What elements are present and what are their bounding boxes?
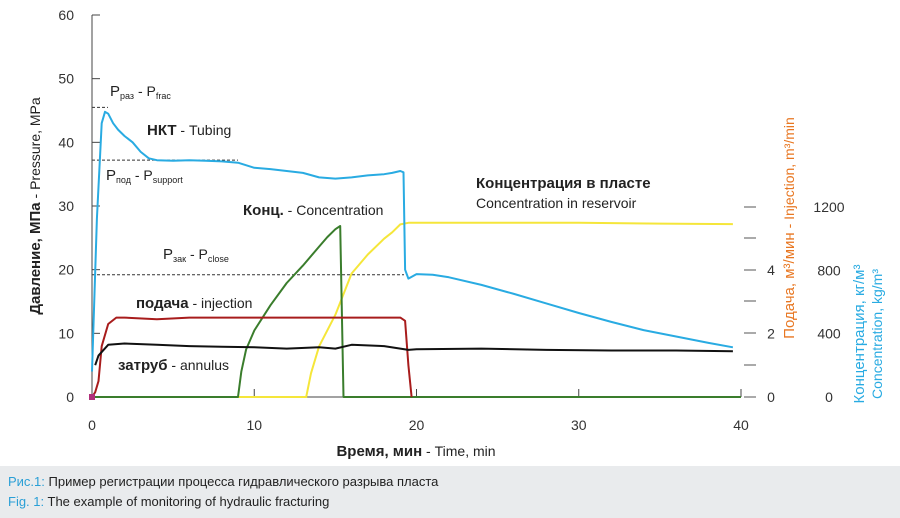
caption-ru-key: Рис.1:: [8, 474, 45, 489]
y2-axis-title: Подача, м³/мин - Injection, m³/min: [781, 117, 798, 339]
injection-label: подача - injection: [136, 295, 252, 312]
caption-en-key: Fig. 1:: [8, 494, 45, 509]
y3-axis-title-1: Концентрация, кг/м³: [851, 265, 868, 404]
x-tick-label-40: 40: [733, 417, 749, 433]
reservoir-label-2: Concentration in reservoir: [476, 195, 637, 211]
y-tick-label-50: 50: [58, 71, 74, 87]
y-tick-label-10: 10: [58, 325, 74, 341]
y3-tick-label-1200: 1200: [813, 199, 844, 215]
series-0-line: [91, 110, 734, 372]
series-3-line: [92, 225, 741, 398]
threshold-label-0: Рраз - Pfrac: [110, 83, 171, 101]
y2-tick-label-4: 4: [767, 262, 775, 278]
figure-caption: Рис.1: Пример регистрации процесса гидра…: [0, 466, 900, 518]
y-tick-label-20: 20: [58, 262, 74, 278]
reservoir-label-1: Концентрация в пласте: [476, 175, 651, 192]
x-tick-label-20: 20: [409, 417, 425, 433]
threshold-label-1: Рпод - Psupport: [106, 167, 183, 185]
series-4-line: [92, 221, 733, 398]
threshold-label-2: Рзак - Pclose: [163, 246, 229, 264]
tubing-label: НКТ - Tubing: [147, 122, 231, 139]
y3-axis-title-2: Concentration, kg/m³: [869, 269, 885, 399]
y-tick-label-40: 40: [58, 134, 74, 150]
threshold-lines: [92, 106, 404, 276]
caption-en-text: The example of monitoring of hydraulic f…: [44, 494, 330, 509]
series-1-line: [94, 342, 733, 366]
y-tick-label-60: 60: [58, 7, 74, 23]
y-tick-label-0: 0: [66, 389, 74, 405]
annotations: Рраз - Pfrac Рпод - Psupport Рзак - Pclose…: [27, 83, 885, 460]
y2-tick-label-0: 0: [767, 389, 775, 405]
y-tick-label-30: 30: [58, 198, 74, 214]
x-tick-label-30: 30: [571, 417, 587, 433]
y2-tick-label-2: 2: [767, 326, 775, 342]
origin-marker: [89, 394, 95, 400]
series-lines: [89, 110, 741, 400]
y3-tick-label-400: 400: [817, 326, 841, 342]
y-axis-title: Давление, МПа - Pressure, MPa: [27, 97, 44, 315]
caption-ru-text: Пример регистрации процесса гидравлическ…: [44, 474, 439, 489]
x-tick-label-10: 10: [246, 417, 262, 433]
caption-en: Fig. 1: The example of monitoring of hyd…: [8, 494, 329, 509]
series-2-line: [91, 316, 413, 398]
concentration-label: Конц. - Concentration: [243, 202, 383, 219]
x-tick-label-0: 0: [88, 417, 96, 433]
annulus-label: затруб - annulus: [118, 357, 229, 374]
x-axis-title: Время, мин - Time, min: [336, 443, 495, 460]
y3-tick-label-800: 800: [817, 262, 841, 278]
y3-tick-label-0: 0: [825, 389, 833, 405]
caption-ru: Рис.1: Пример регистрации процесса гидра…: [8, 474, 438, 489]
